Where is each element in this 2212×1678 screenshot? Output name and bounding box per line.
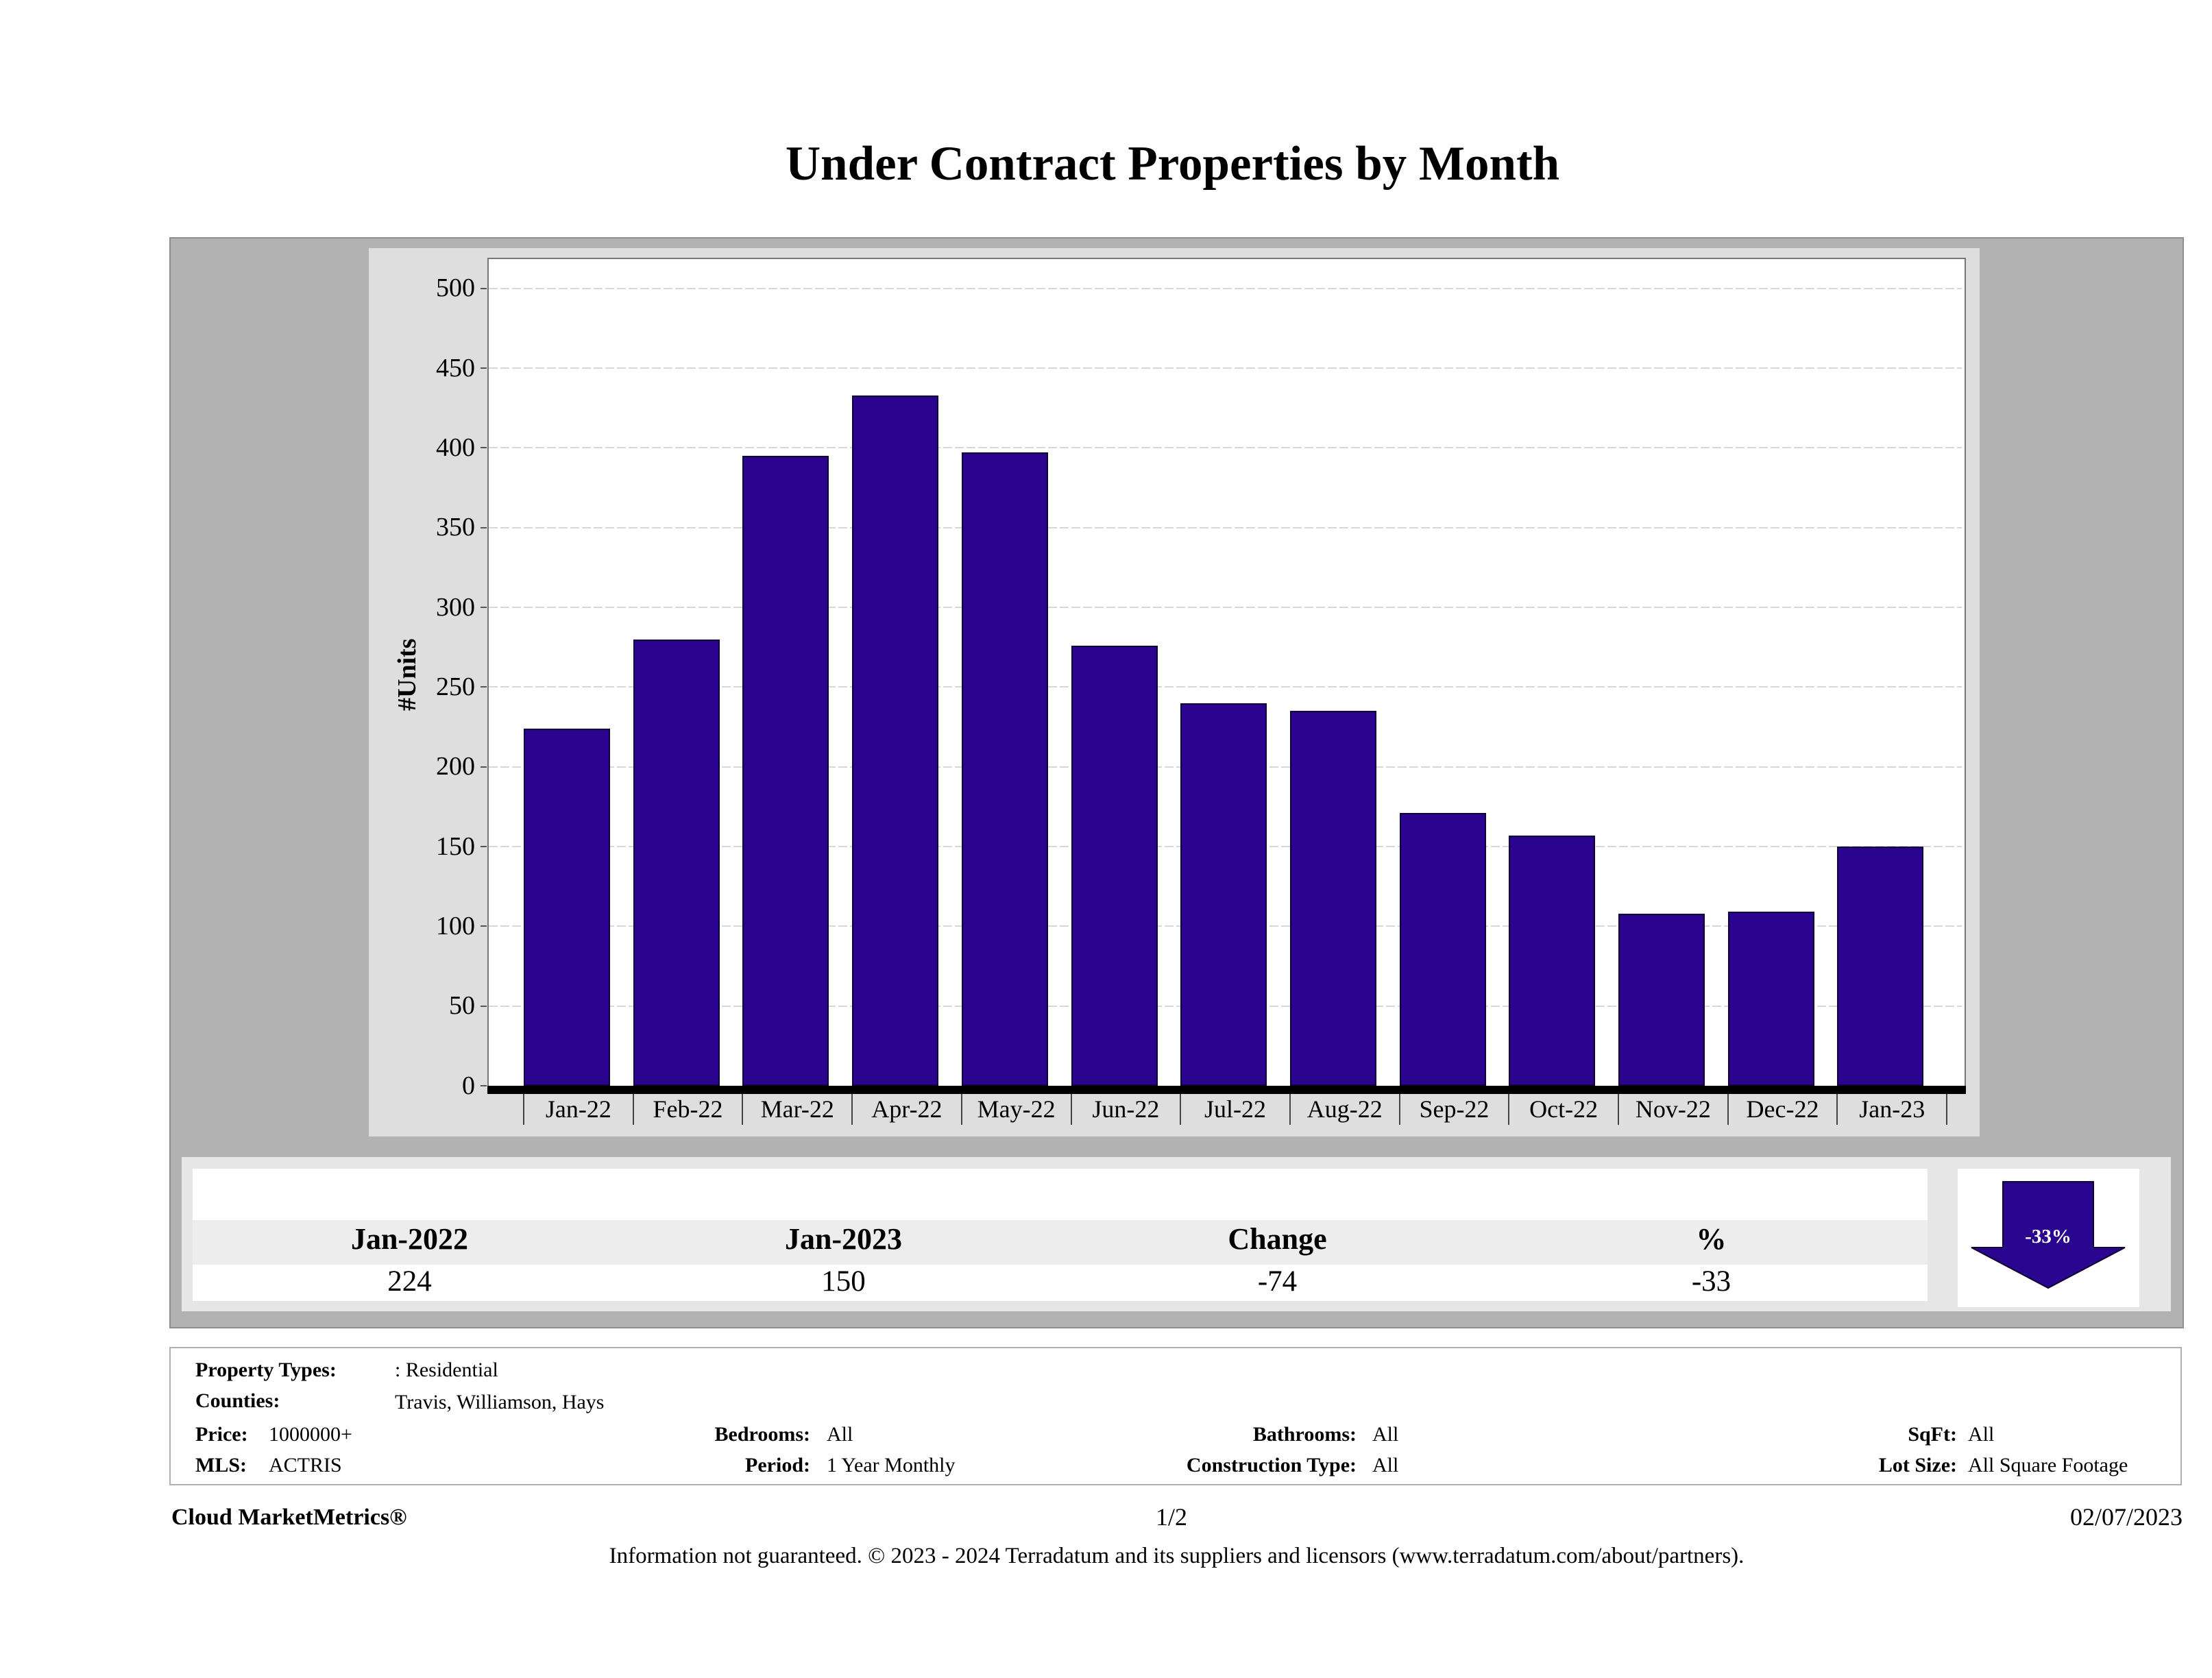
svg-text:-33%: -33% xyxy=(2025,1226,2071,1248)
